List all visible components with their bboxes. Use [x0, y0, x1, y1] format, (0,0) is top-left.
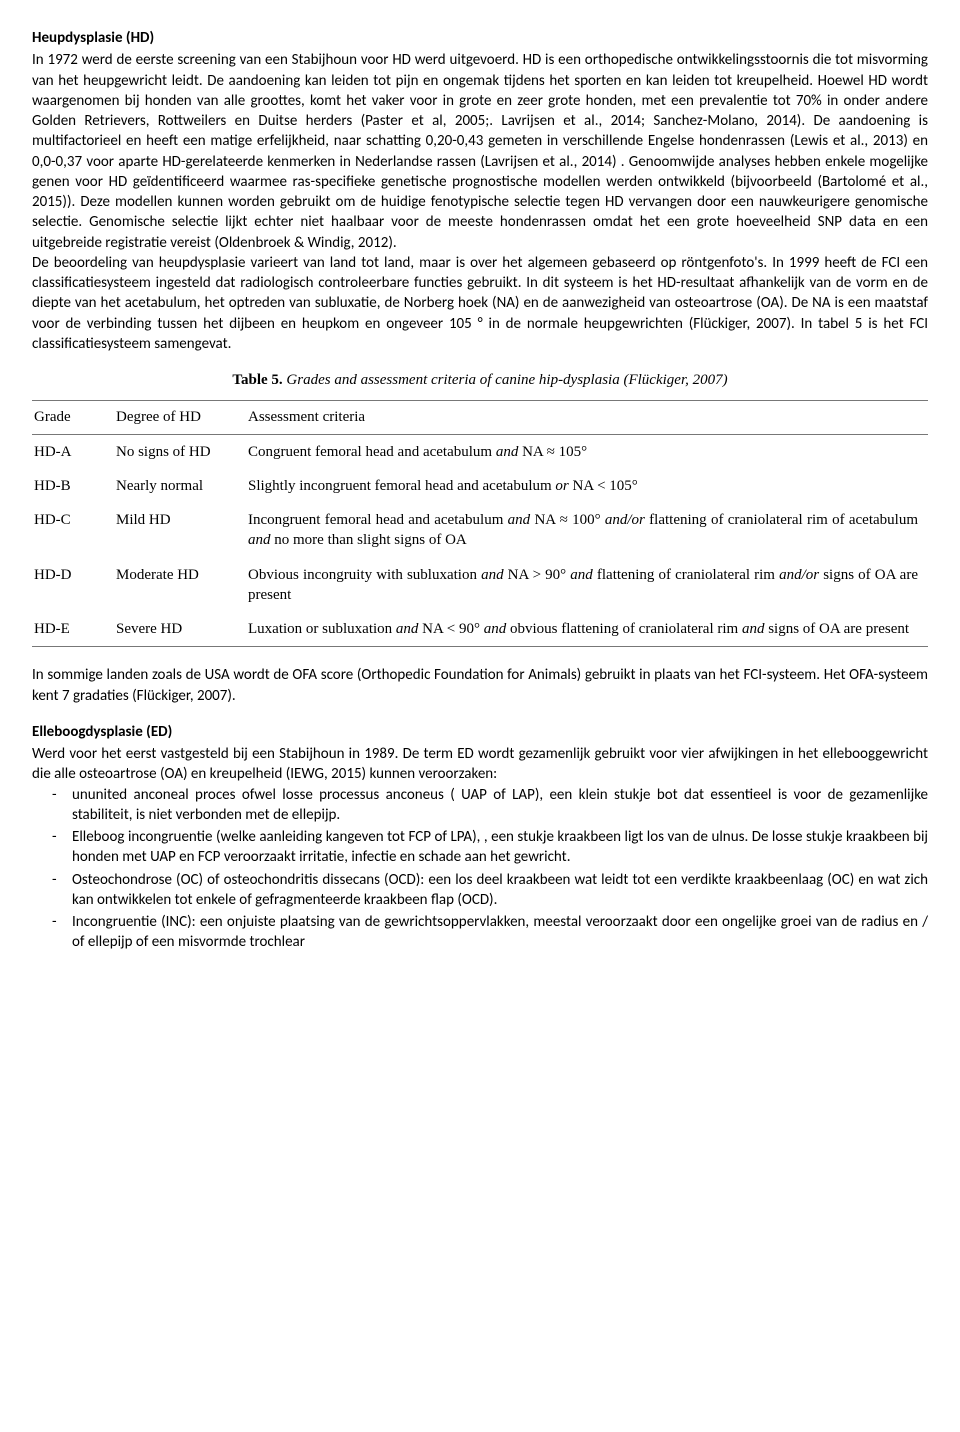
- ed-heading: Elleboogdysplasie (ED): [32, 722, 928, 742]
- table5-col-criteria: Assessment criteria: [246, 401, 928, 434]
- ofa-body: In sommige landen zoals de USA wordt de …: [32, 665, 928, 706]
- ed-list-item: ununited anconeal proces ofwel losse pro…: [32, 785, 928, 826]
- table5-header-row: Grade Degree of HD Assessment criteria: [32, 401, 928, 434]
- table5-body: HD-ANo signs of HDCongruent femoral head…: [32, 434, 928, 647]
- table5-cell-criteria: Obvious incongruity with subluxation and…: [246, 558, 928, 613]
- table5-row: HD-DModerate HDObvious incongruity with …: [32, 558, 928, 613]
- table5-cell-criteria: Slightly incongruent femoral head and ac…: [246, 469, 928, 503]
- table5-col-degree: Degree of HD: [114, 401, 246, 434]
- table5-caption-text: Grades and assessment criteria of canine…: [283, 372, 728, 388]
- table5-cell-grade: HD-E: [32, 612, 114, 647]
- table5-row: HD-ESevere HDLuxation or subluxation and…: [32, 612, 928, 647]
- table5-cell-grade: HD-C: [32, 503, 114, 558]
- ed-list-item: Elleboog incongruentie (welke aanleiding…: [32, 827, 928, 868]
- table5-cell-criteria: Luxation or subluxation and NA < 90° and…: [246, 612, 928, 647]
- table5-cell-criteria: Incongruent femoral head and acetabulum …: [246, 503, 928, 558]
- ed-intro: Werd voor het eerst vastgesteld bij een …: [32, 744, 928, 785]
- table5-cell-degree: Severe HD: [114, 612, 246, 647]
- table5-cell-grade: HD-B: [32, 469, 114, 503]
- ed-list-item: Incongruentie (INC): een onjuiste plaats…: [32, 912, 928, 953]
- table5-cell-grade: HD-A: [32, 434, 114, 469]
- table5-cell-degree: No signs of HD: [114, 434, 246, 469]
- table5-col-grade: Grade: [32, 401, 114, 434]
- hd-body-1: In 1972 werd de eerste screening van een…: [32, 50, 928, 354]
- table5-cell-degree: Nearly normal: [114, 469, 246, 503]
- ed-list-item: Osteochondrose (OC) of osteochondritis d…: [32, 870, 928, 911]
- table5-cell-criteria: Congruent femoral head and acetabulum an…: [246, 434, 928, 469]
- table5-row: HD-BNearly normalSlightly incongruent fe…: [32, 469, 928, 503]
- table5-caption: Table 5. Grades and assessment criteria …: [32, 370, 928, 390]
- ed-list: ununited anconeal proces ofwel losse pro…: [32, 785, 928, 953]
- table5: Grade Degree of HD Assessment criteria H…: [32, 400, 928, 647]
- table5-cell-degree: Moderate HD: [114, 558, 246, 613]
- table5-cell-degree: Mild HD: [114, 503, 246, 558]
- hd-heading: Heupdysplasie (HD): [32, 28, 928, 48]
- table5-row: HD-CMild HDIncongruent femoral head and …: [32, 503, 928, 558]
- table5-cell-grade: HD-D: [32, 558, 114, 613]
- hd-body-2-text: De beoordeling van heupdysplasie varieer…: [32, 254, 928, 353]
- hd-body-1-text: In 1972 werd de eerste screening van een…: [32, 51, 928, 251]
- table5-row: HD-ANo signs of HDCongruent femoral head…: [32, 434, 928, 469]
- table5-caption-label: Table 5.: [232, 372, 282, 388]
